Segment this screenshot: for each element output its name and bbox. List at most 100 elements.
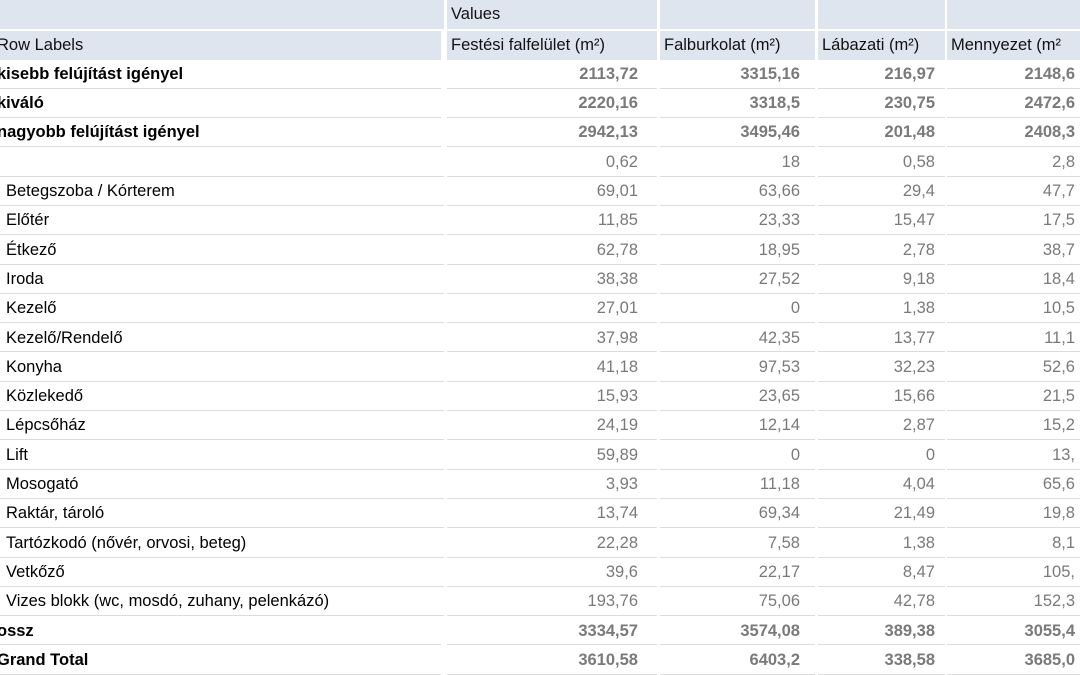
value-cell: 0,58 xyxy=(818,148,945,177)
value-cell: 7,58 xyxy=(660,529,815,558)
value-cell: 3495,46 xyxy=(660,119,815,148)
row-label: Betegszoba / Kórterem xyxy=(0,178,444,206)
value-cell: 389,38 xyxy=(818,617,945,646)
column-header: Festési falfelület (m²) xyxy=(447,31,657,60)
value-cell: 13,77 xyxy=(818,324,945,353)
value-cell: 13, xyxy=(947,441,1080,470)
value-cell: 22,17 xyxy=(660,559,815,587)
value-cell: 2408,3 xyxy=(947,119,1080,148)
value-cell: 1,38 xyxy=(818,295,945,324)
value-cell: 3334,57 xyxy=(447,617,657,646)
row-label: Közlekedő xyxy=(0,383,444,412)
value-cell: 8,1 xyxy=(947,529,1080,558)
row-label: Lift xyxy=(0,441,444,470)
value-cell: 27,01 xyxy=(447,295,657,324)
row-label: Iroda xyxy=(0,266,444,294)
value-cell: 3685,0 xyxy=(947,647,1080,675)
value-cell: 11,85 xyxy=(447,207,657,236)
row-label: Kezelő xyxy=(0,295,444,324)
row-label: Konyha xyxy=(0,354,444,382)
value-cell: 193,76 xyxy=(447,588,657,617)
value-cell: 21,49 xyxy=(818,500,945,529)
value-cell: 29,4 xyxy=(818,178,945,206)
row-label: Tartózkodó (nővér, orvosi, beteg) xyxy=(0,529,444,558)
value-cell: 15,2 xyxy=(947,412,1080,441)
value-cell: 59,89 xyxy=(447,441,657,470)
values-label: Values xyxy=(447,0,657,29)
value-cell: 23,65 xyxy=(660,383,815,412)
row-label: Grand Total xyxy=(0,647,441,675)
value-cell: 9,18 xyxy=(818,266,945,294)
header-blank xyxy=(818,0,945,29)
row-label: Kezelő/Rendelő xyxy=(0,324,444,353)
value-cell: 24,19 xyxy=(447,412,657,441)
value-cell: 6403,2 xyxy=(660,647,815,675)
value-cell: 32,23 xyxy=(818,354,945,382)
value-cell: 75,06 xyxy=(660,588,815,617)
value-cell: 2472,6 xyxy=(947,90,1080,119)
row-labels-header: Row Labels xyxy=(0,31,441,60)
value-cell: 63,66 xyxy=(660,178,815,206)
row-label xyxy=(0,148,444,177)
value-cell: 10,5 xyxy=(947,295,1080,324)
value-cell: 38,38 xyxy=(447,266,657,294)
value-cell: 69,34 xyxy=(660,500,815,529)
value-cell: 338,58 xyxy=(818,647,945,675)
value-cell: 2,87 xyxy=(818,412,945,441)
value-cell: 19,8 xyxy=(947,500,1080,529)
value-cell: 3610,58 xyxy=(447,647,657,675)
value-cell: 15,66 xyxy=(818,383,945,412)
header-blank xyxy=(660,0,815,29)
value-cell: 2220,16 xyxy=(447,90,657,119)
value-cell: 52,6 xyxy=(947,354,1080,382)
row-label: kiváló xyxy=(0,90,441,119)
value-cell: 0 xyxy=(660,441,815,470)
row-label: nagyobb felújítást igényel xyxy=(0,119,441,148)
value-cell: 152,3 xyxy=(947,588,1080,617)
value-cell: 22,28 xyxy=(447,529,657,558)
value-cell: 2942,13 xyxy=(447,119,657,148)
value-cell: 0,62 xyxy=(447,148,657,177)
value-cell: 38,7 xyxy=(947,236,1080,265)
value-cell: 0 xyxy=(818,441,945,470)
row-label: Vizes blokk (wc, mosdó, zuhany, pelenkáz… xyxy=(0,588,444,617)
value-cell: 11,18 xyxy=(660,471,815,499)
header-blank xyxy=(0,0,444,29)
value-cell: 23,33 xyxy=(660,207,815,236)
value-cell: 18,4 xyxy=(947,266,1080,294)
value-cell: 13,74 xyxy=(447,500,657,529)
value-cell: 3318,5 xyxy=(660,90,815,119)
value-cell: 12,14 xyxy=(660,412,815,441)
column-header: Mennyezet (m² xyxy=(947,31,1080,60)
value-cell: 39,6 xyxy=(447,559,657,587)
row-label: Előtér xyxy=(0,207,444,236)
column-header: Lábazati (m²) xyxy=(818,31,945,60)
value-cell: 3,93 xyxy=(447,471,657,499)
value-cell: 1,38 xyxy=(818,529,945,558)
value-cell: 41,18 xyxy=(447,354,657,382)
value-cell: 62,78 xyxy=(447,236,657,265)
value-cell: 18,95 xyxy=(660,236,815,265)
row-label: Étkező xyxy=(0,236,444,265)
value-cell: 105, xyxy=(947,559,1080,587)
value-cell: 42,35 xyxy=(660,324,815,353)
value-cell: 0 xyxy=(660,295,815,324)
value-cell: 69,01 xyxy=(447,178,657,206)
value-cell: 2148,6 xyxy=(947,61,1080,89)
value-cell: 15,47 xyxy=(818,207,945,236)
value-cell: 2,78 xyxy=(818,236,945,265)
row-label: kisebb felújítást igényel xyxy=(0,61,441,89)
value-cell: 17,5 xyxy=(947,207,1080,236)
column-header: Falburkolat (m²) xyxy=(660,31,815,60)
value-cell: 2113,72 xyxy=(447,61,657,89)
value-cell: 201,48 xyxy=(818,119,945,148)
row-label: Mosogató xyxy=(0,471,444,499)
value-cell: 27,52 xyxy=(660,266,815,294)
value-cell: 8,47 xyxy=(818,559,945,587)
header-blank xyxy=(947,0,1080,29)
value-cell: 21,5 xyxy=(947,383,1080,412)
value-cell: 97,53 xyxy=(660,354,815,382)
value-cell: 3574,08 xyxy=(660,617,815,646)
value-cell: 3315,16 xyxy=(660,61,815,89)
